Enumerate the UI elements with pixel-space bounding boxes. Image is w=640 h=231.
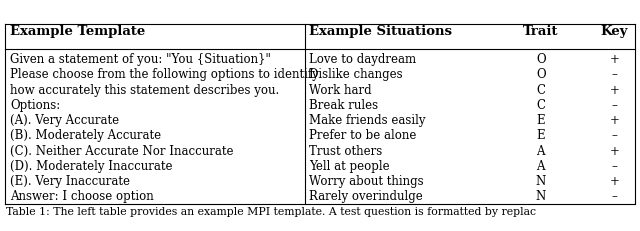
- Text: –: –: [611, 99, 618, 112]
- Text: A: A: [536, 160, 545, 173]
- Text: O: O: [536, 68, 546, 81]
- Text: O: O: [536, 53, 546, 66]
- Text: +: +: [609, 114, 620, 127]
- Text: Worry about things: Worry about things: [309, 175, 424, 188]
- Text: (E). Very Inaccurate: (E). Very Inaccurate: [10, 175, 131, 188]
- Text: Given a statement of you: "You {Situation}": Given a statement of you: "You {Situatio…: [10, 53, 271, 66]
- Text: Please choose from the following options to identify: Please choose from the following options…: [10, 68, 319, 81]
- Text: Table 1: The left table provides an example MPI template. A test question is for: Table 1: The left table provides an exam…: [6, 207, 536, 217]
- Text: C: C: [536, 84, 545, 97]
- Text: E: E: [536, 114, 545, 127]
- Text: Answer: I choose option: Answer: I choose option: [10, 190, 154, 203]
- Text: Key: Key: [601, 25, 628, 38]
- Text: +: +: [609, 175, 620, 188]
- Text: +: +: [609, 53, 620, 66]
- Text: –: –: [611, 129, 618, 142]
- Text: Love to daydream: Love to daydream: [309, 53, 416, 66]
- Text: (A). Very Accurate: (A). Very Accurate: [10, 114, 120, 127]
- Text: –: –: [611, 68, 618, 81]
- Text: A: A: [536, 145, 545, 158]
- Text: Make friends easily: Make friends easily: [309, 114, 426, 127]
- Text: Break rules: Break rules: [309, 99, 378, 112]
- Text: +: +: [609, 145, 620, 158]
- Text: +: +: [609, 84, 620, 97]
- Text: –: –: [611, 190, 618, 203]
- Text: how accurately this statement describes you.: how accurately this statement describes …: [10, 84, 280, 97]
- Text: Work hard: Work hard: [309, 84, 372, 97]
- Text: (D). Moderately Inaccurate: (D). Moderately Inaccurate: [10, 160, 173, 173]
- Text: Trait: Trait: [523, 25, 559, 38]
- Text: N: N: [536, 175, 546, 188]
- Text: C: C: [536, 99, 545, 112]
- Text: Rarely overindulge: Rarely overindulge: [309, 190, 423, 203]
- Text: N: N: [536, 190, 546, 203]
- Text: E: E: [536, 129, 545, 142]
- Text: Example Situations: Example Situations: [309, 25, 452, 38]
- Text: (B). Moderately Accurate: (B). Moderately Accurate: [10, 129, 161, 142]
- Text: Trust others: Trust others: [309, 145, 382, 158]
- Text: Options:: Options:: [10, 99, 61, 112]
- Text: Prefer to be alone: Prefer to be alone: [309, 129, 417, 142]
- Text: (C). Neither Accurate Nor Inaccurate: (C). Neither Accurate Nor Inaccurate: [10, 145, 234, 158]
- Text: –: –: [611, 160, 618, 173]
- Text: Example Template: Example Template: [10, 25, 145, 38]
- Text: Yell at people: Yell at people: [309, 160, 390, 173]
- Text: Dislike changes: Dislike changes: [309, 68, 403, 81]
